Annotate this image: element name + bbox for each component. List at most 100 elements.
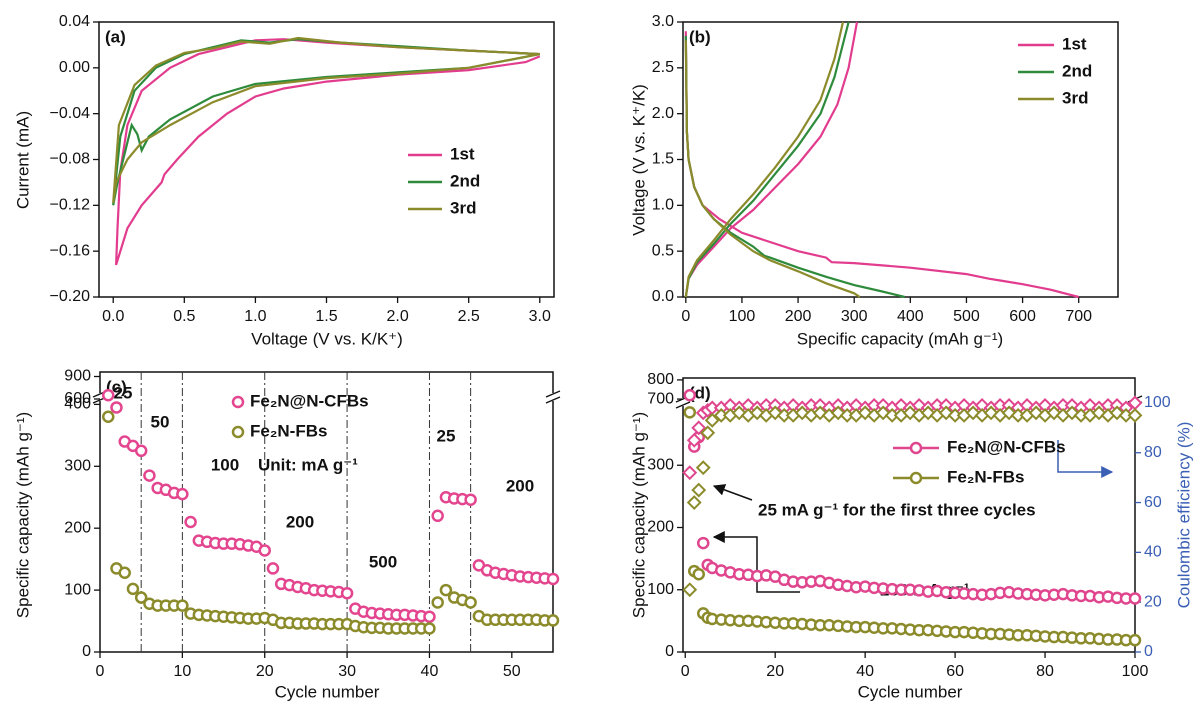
x-axis-label: Voltage (V vs. K/K⁺) <box>251 329 403 348</box>
y-tick-label: 0 <box>82 643 91 660</box>
legend-label: 2nd <box>1062 61 1092 80</box>
data-point <box>704 412 720 428</box>
data-point <box>696 536 710 550</box>
y-tick-label: 1.0 <box>652 197 674 214</box>
x-tick-label: 0 <box>96 663 105 680</box>
legend-label: Fe₂N-FBs <box>947 467 1024 486</box>
y2-tick-label: 40 <box>1144 544 1162 561</box>
arrow <box>712 531 800 593</box>
y-tick-label: 800 <box>647 371 674 388</box>
annotation: 25 <box>437 426 456 445</box>
y-tick-label: −0.08 <box>50 151 91 168</box>
series-line <box>684 21 1079 299</box>
series-line <box>684 21 905 299</box>
x-tick-label: 50 <box>503 663 521 680</box>
data-point <box>464 493 477 506</box>
y-tick-label: 200 <box>647 519 674 536</box>
data-point <box>546 614 560 627</box>
y-tick-label: 100 <box>64 581 91 598</box>
plot-frame <box>682 21 1119 298</box>
legend-label: Fe₂N@N-CFBs <box>947 437 1066 456</box>
legend-label: 1st <box>450 144 475 163</box>
data-point <box>101 410 115 424</box>
annotation: 200 <box>506 476 534 495</box>
data-point <box>431 509 444 523</box>
x-axis-label: Specific capacity (mAh g⁻¹) <box>797 329 1003 348</box>
x-tick-label: 100 <box>729 308 756 325</box>
y-tick-label: 0.00 <box>59 59 90 76</box>
data-point <box>683 389 696 402</box>
x-tick-label: 400 <box>897 308 924 325</box>
data-point <box>695 460 711 476</box>
data-point <box>134 444 148 458</box>
x-tick-label: 0 <box>681 308 690 325</box>
y-tick-label: 2.0 <box>652 105 674 122</box>
annotation: 500 <box>369 552 397 571</box>
y-axis-label: Specific capacity (mAh g⁻¹) <box>13 412 32 618</box>
data-point <box>682 465 698 481</box>
axis-break <box>545 390 561 398</box>
x-tick-label: 700 <box>1065 308 1092 325</box>
x-tick-label: 500 <box>953 308 980 325</box>
y-tick-label: 3.0 <box>652 13 674 30</box>
y-tick-label: 900 <box>64 368 91 385</box>
y-tick-label: 0.5 <box>652 242 674 259</box>
x-tick-label: 1.0 <box>244 308 266 325</box>
x-tick-label: 3.0 <box>529 308 551 325</box>
panel-label: (b) <box>689 27 711 46</box>
annotation: 25 <box>114 383 133 402</box>
y-tick-label: 200 <box>64 519 91 536</box>
arrow <box>712 484 753 501</box>
x-tick-label: 1.5 <box>315 308 337 325</box>
y2-axis-label: Coulombic efficiency (%) <box>1174 422 1193 609</box>
x-tick-label: 300 <box>841 308 868 325</box>
data-point <box>683 406 696 419</box>
axis-break <box>675 401 691 409</box>
y-tick-label: 1.5 <box>652 151 674 168</box>
data-point <box>1128 633 1142 647</box>
y-tick-label: −0.04 <box>50 105 91 122</box>
annotation: 100 <box>211 455 239 474</box>
data-point <box>692 567 705 581</box>
legend-marker <box>909 471 923 485</box>
arrow <box>1057 440 1114 478</box>
data-point <box>431 596 444 609</box>
data-point <box>176 487 189 501</box>
legend-label: 3rd <box>450 198 476 217</box>
data-point <box>126 582 140 596</box>
annotation: Unit: mA g⁻¹ <box>258 455 358 474</box>
data-point <box>439 583 453 597</box>
x-axis-label: Cycle number <box>275 682 380 701</box>
legend-label: 3rd <box>1062 88 1088 107</box>
legend-label: Fe₂N-FBs <box>250 421 327 440</box>
x-tick-label: 0.5 <box>173 308 195 325</box>
data-point <box>110 401 123 414</box>
y-tick-label: 300 <box>64 458 91 475</box>
x-tick-label: 20 <box>256 663 274 680</box>
y-tick-label: 700 <box>647 390 674 407</box>
y-tick-label: −0.20 <box>50 288 91 305</box>
y-axis-label: Current (mA) <box>13 111 32 209</box>
y-tick-label: −0.16 <box>50 242 91 259</box>
y2-tick-label: 20 <box>1144 593 1162 610</box>
x-tick-label: 30 <box>338 663 356 680</box>
x-tick-label: 20 <box>766 663 784 680</box>
axis-break <box>550 393 556 401</box>
y-axis-label: Voltage (V vs. K⁺/K) <box>629 84 648 236</box>
y2-tick-label: 60 <box>1144 494 1162 511</box>
x-tick-label: 40 <box>856 663 874 680</box>
data-point <box>176 599 189 612</box>
y-tick-label: 2.5 <box>652 59 674 76</box>
x-tick-label: 60 <box>946 663 964 680</box>
y-axis-label: Specific capacity (mAh g⁻¹) <box>629 412 648 618</box>
legend-label: 2nd <box>450 171 480 190</box>
legend-label: Fe₂N@N-CFBs <box>250 391 369 410</box>
axis-break <box>545 396 561 404</box>
x-tick-label: 100 <box>1122 663 1149 680</box>
data-point <box>691 482 707 498</box>
data-point <box>686 432 702 448</box>
data-point <box>691 420 707 436</box>
x-tick-label: 2.5 <box>458 308 480 325</box>
